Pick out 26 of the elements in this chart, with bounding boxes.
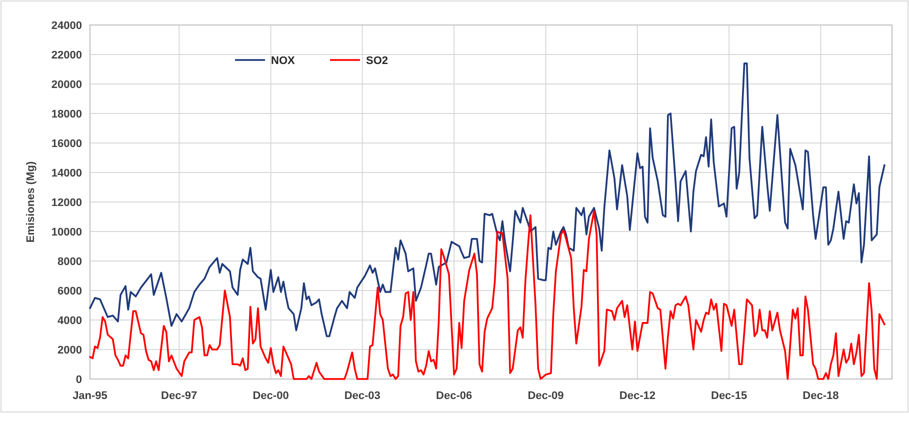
y-tick-label: 24000 bbox=[51, 20, 82, 32]
legend-label: NOX bbox=[271, 54, 296, 67]
y-tick-label: 20000 bbox=[51, 78, 82, 91]
x-tick-label: Dec-18 bbox=[802, 390, 839, 402]
y-tick-label: 10000 bbox=[51, 226, 82, 238]
y-tick-label: 14000 bbox=[51, 167, 82, 180]
y-tick-label: 16000 bbox=[51, 138, 82, 150]
x-tick-label: Dec-15 bbox=[711, 390, 748, 402]
x-tick-label: Dec-09 bbox=[528, 390, 564, 402]
y-tick-label: 6000 bbox=[58, 285, 82, 298]
x-tick-label: Dec-06 bbox=[436, 390, 472, 402]
x-tick-label: Jan-95 bbox=[72, 390, 108, 402]
y-axis-title: Emisiones (Mg) bbox=[25, 161, 37, 243]
y-tick-label: 12000 bbox=[51, 196, 82, 209]
line-series bbox=[89, 210, 886, 380]
x-tick-label: Dec-03 bbox=[344, 390, 380, 402]
x-tick-label: Dec-12 bbox=[619, 390, 656, 402]
y-tick-label: 2000 bbox=[58, 344, 82, 356]
y-tick-label: 0 bbox=[76, 374, 82, 386]
x-tick-label: Dec-97 bbox=[161, 390, 198, 402]
y-tick-label: 8000 bbox=[58, 256, 82, 268]
legend-label: SO2 bbox=[366, 54, 388, 67]
y-tick-label: 18000 bbox=[51, 108, 82, 120]
y-tick-label: 22000 bbox=[51, 49, 82, 62]
y-tick-label: 4000 bbox=[58, 314, 82, 327]
x-tick-label: Dec-00 bbox=[252, 390, 289, 402]
